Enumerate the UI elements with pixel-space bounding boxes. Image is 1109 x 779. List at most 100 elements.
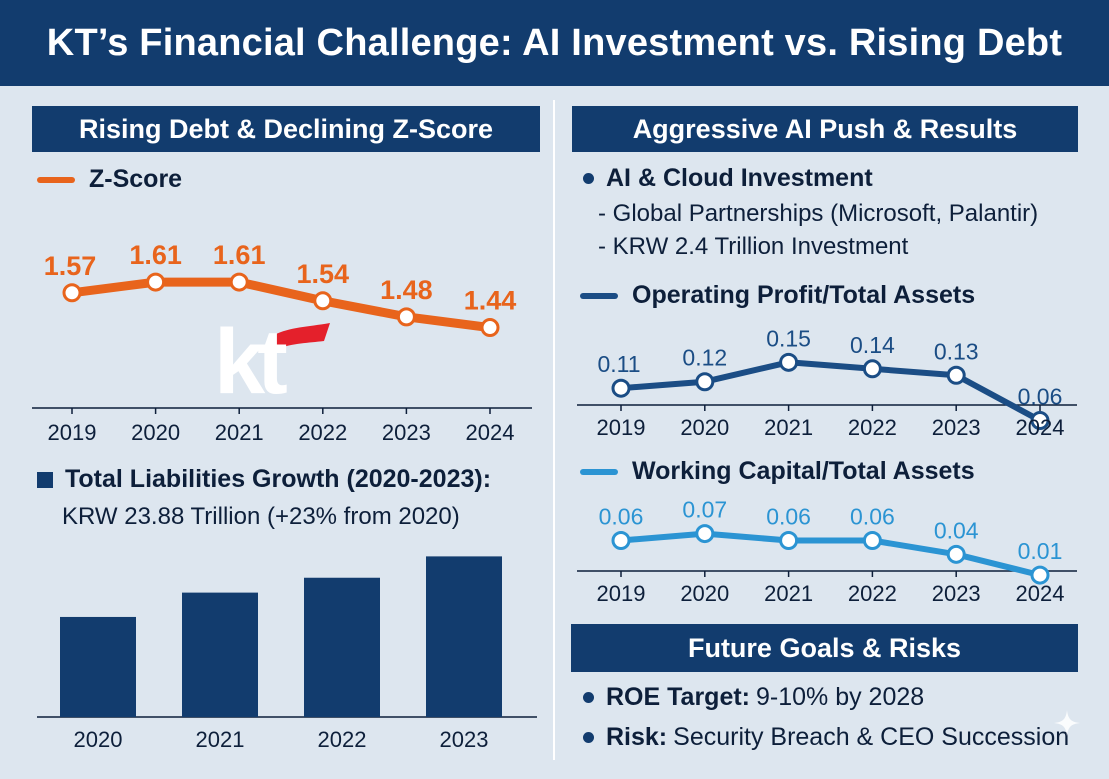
op_profit-x-tick-label: 2021: [764, 415, 813, 440]
working_capital-data-label: 0.04: [934, 517, 979, 543]
zscore-legend-swatch: [37, 176, 75, 183]
right-section-banner: Aggressive AI Push & Results: [572, 106, 1078, 152]
op_profit-data-label: 0.12: [682, 345, 727, 371]
liabilities-x-tick-label: 2020: [74, 727, 123, 752]
zscore-x-tick-label: 2019: [48, 420, 97, 445]
op_profit-point: [946, 365, 966, 385]
liabilities-bar: [60, 616, 136, 717]
liabilities-detail: KRW 23.88 Trillion (+23% from 2020): [62, 503, 460, 530]
op_profit-data-label: 0.14: [850, 332, 895, 358]
left-section-banner: Rising Debt & Declining Z-Score: [32, 106, 540, 152]
op_profit-point: [862, 359, 882, 379]
liabilities-bar: [426, 556, 502, 717]
liabilities-bar: [304, 577, 380, 717]
working_capital-data-label: 0.01: [1018, 538, 1063, 564]
zscore-x-tick-label: 2021: [215, 420, 264, 445]
working_capital-point: [946, 544, 966, 564]
zscore-legend: Z-Score: [37, 165, 182, 194]
wc-chart: 0.06 2019 0.07 2020 0.06 2021 0.06 2022 0.04 2023…: [577, 497, 1077, 606]
ai-investment-heading: AI & Cloud Investment: [583, 164, 873, 193]
working_capital-x-tick-label: 2024: [1016, 581, 1065, 606]
zscore-point: [480, 318, 500, 338]
working_capital-data-label: 0.06: [599, 504, 644, 530]
op_profit-x-tick-label: 2022: [848, 415, 897, 440]
working_capital-data-label: 0.07: [682, 497, 727, 523]
zscore-point: [396, 307, 416, 327]
goal-roe-label: ROE Target:: [606, 683, 750, 711]
wc-legend-swatch: [580, 468, 618, 475]
op_profit-x-tick-label: 2023: [932, 415, 981, 440]
bullet-dot: [583, 173, 594, 184]
kt-logo-text: kt: [214, 311, 287, 400]
bullet-dot: [583, 692, 594, 703]
working_capital-point: [1030, 565, 1050, 585]
page-title: KT’s Financial Challenge: AI Investment …: [46, 21, 1063, 64]
sparkle-icon: [1054, 710, 1080, 736]
zscore-point: [313, 291, 333, 311]
working_capital-point: [779, 531, 799, 550]
op_profit-x-tick-label: 2019: [597, 415, 646, 440]
working_capital-series-line: [618, 530, 1043, 579]
working_capital-point: [695, 524, 715, 544]
liabilities-x-tick-label: 2023: [440, 727, 489, 752]
ai-investment-label: AI & Cloud Investment: [606, 164, 873, 192]
op_profit-series-line: [618, 359, 1043, 424]
working_capital-data-label: 0.06: [850, 504, 895, 530]
goal-risk-label: Risk:: [606, 723, 668, 751]
column-divider: [553, 100, 555, 760]
op-profit-legend: Operating Profit/Total Assets: [580, 281, 975, 310]
ai-point-investment: - KRW 2.4 Trillion Investment: [598, 233, 909, 260]
liabilities-chart: 2020 2021 2022 2023: [37, 556, 537, 752]
goal-risk: Risk: Security Breach & CEO Succession: [583, 723, 1069, 752]
liabilities-bar: [182, 592, 258, 717]
zscore-data-label: 1.61: [213, 240, 266, 270]
zscore-point: [62, 283, 82, 303]
op_profit-data-label: 0.11: [597, 351, 640, 377]
op-profit-legend-swatch: [580, 292, 618, 299]
op_profit-data-label: 0.13: [934, 338, 979, 364]
kt-logo-swoosh: [274, 323, 330, 349]
working_capital-x-tick-label: 2022: [848, 581, 897, 606]
op_profit-data-label: 0.06: [1018, 384, 1063, 410]
ai-point-partnerships: - Global Partnerships (Microsoft, Palant…: [598, 200, 1039, 227]
zscore-data-label: 1.44: [464, 286, 517, 316]
op_profit-point: [779, 352, 799, 372]
working_capital-x-tick-label: 2019: [597, 581, 646, 606]
liabilities-legend-swatch: [37, 471, 53, 488]
zscore-x-tick-label: 2020: [131, 420, 180, 445]
op_profit-x-tick-label: 2024: [1016, 415, 1065, 440]
goal-roe-text: 9-10% by 2028: [756, 683, 925, 711]
zscore-x-tick-label: 2023: [382, 420, 431, 445]
zscore-data-label: 1.48: [380, 275, 433, 305]
goal-roe: ROE Target: 9-10% by 2028: [583, 683, 924, 712]
op_profit-point: [611, 378, 631, 398]
goal-risk-text: Security Breach & CEO Succession: [673, 723, 1070, 751]
working_capital-x-tick-label: 2020: [680, 581, 729, 606]
op_profit-point: [695, 372, 715, 392]
op-profit-chart: 0.11 2019 0.12 2020 0.15 2021 0.14 2022 0.13 2023…: [577, 325, 1077, 440]
zscore-point: [229, 272, 249, 292]
op_profit-x-tick-label: 2020: [680, 415, 729, 440]
working_capital-x-tick-label: 2023: [932, 581, 981, 606]
zscore-point: [146, 272, 166, 292]
wc-legend-label: Working Capital/Total Assets: [632, 457, 975, 485]
zscore-data-label: 1.61: [129, 240, 182, 270]
zscore-x-tick-label: 2024: [466, 420, 515, 445]
bullet-dot: [583, 732, 594, 743]
working_capital-point: [611, 531, 631, 550]
zscore-legend-label: Z-Score: [89, 165, 183, 193]
zscore-x-tick-label: 2022: [298, 420, 347, 445]
title-bar: KT’s Financial Challenge: AI Investment …: [0, 0, 1109, 86]
wc-legend: Working Capital/Total Assets: [580, 457, 975, 486]
zscore-chart: 1.57 2019 1.61 2020 1.61 2021 1.54 2022 1.48 2023…: [32, 240, 532, 445]
liabilities-heading: Total Liabilities Growth (2020-2023):: [65, 465, 492, 493]
liabilities-x-tick-label: 2021: [196, 727, 245, 752]
working_capital-x-tick-label: 2021: [764, 581, 813, 606]
liabilities-legend: Total Liabilities Growth (2020-2023):: [37, 465, 491, 494]
zscore-data-label: 1.54: [297, 259, 350, 289]
op_profit-point: [1030, 411, 1050, 431]
op_profit-data-label: 0.15: [766, 325, 811, 351]
liabilities-x-tick-label: 2022: [318, 727, 367, 752]
op-profit-legend-label: Operating Profit/Total Assets: [632, 281, 976, 309]
zscore-data-label: 1.57: [44, 251, 97, 281]
